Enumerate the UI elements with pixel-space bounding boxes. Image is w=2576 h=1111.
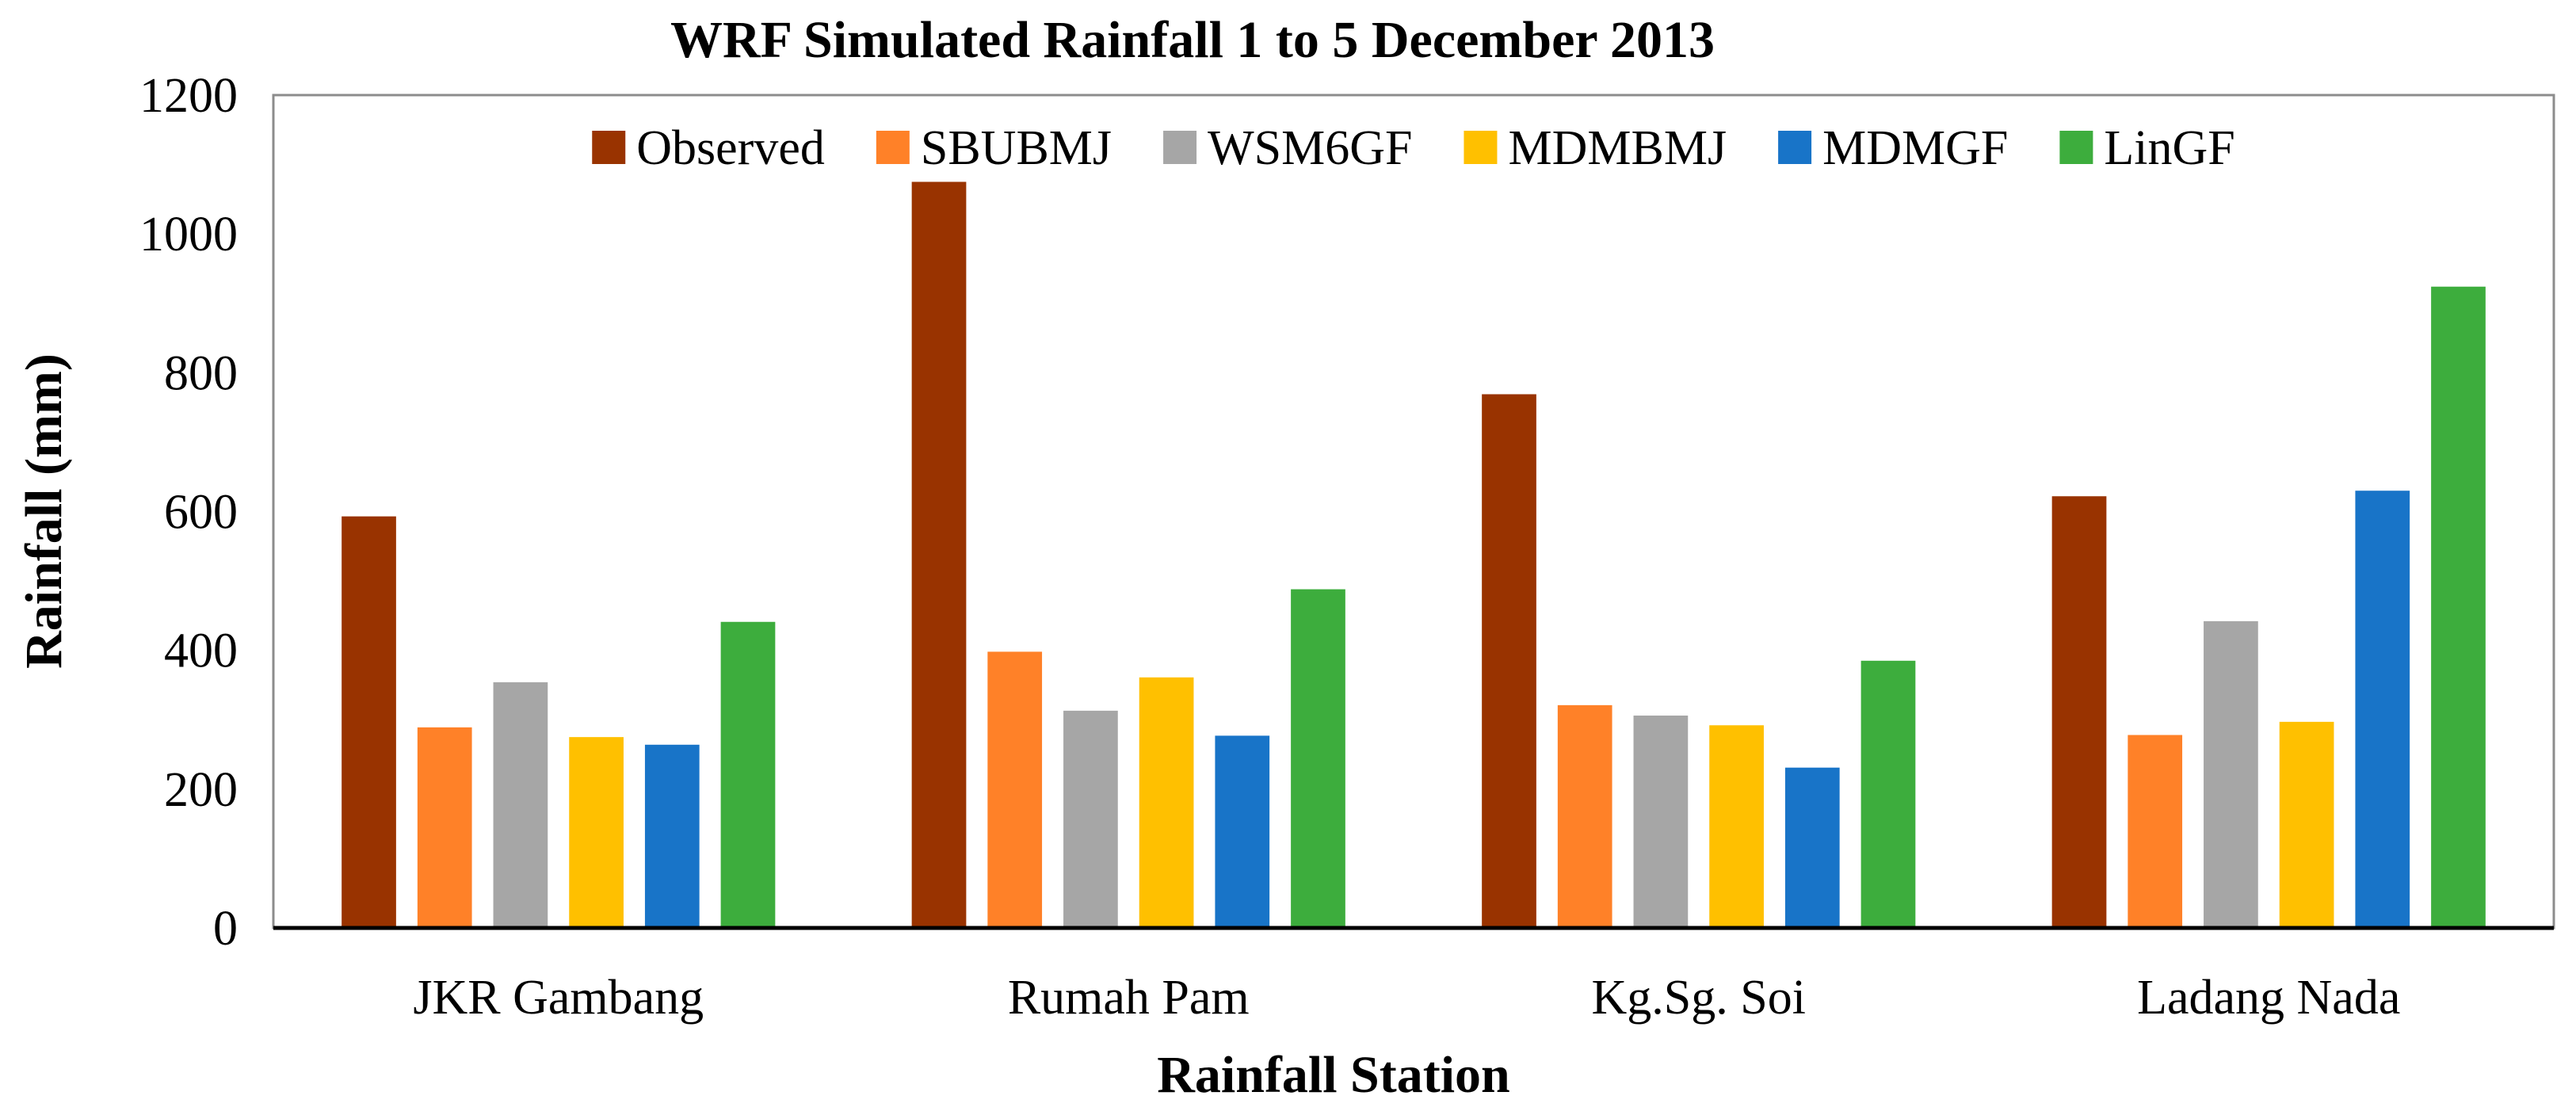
legend-label-wsm6gf: WSM6GF bbox=[1208, 121, 1412, 175]
bar-ladang-nada-mdmgf bbox=[2355, 491, 2410, 928]
x-category-ladang-nada: Ladang Nada bbox=[2137, 971, 2400, 1025]
bar-rumah-pam-mdmgf bbox=[1215, 735, 1270, 928]
bar-ladang-nada-wsm6gf bbox=[2204, 620, 2258, 928]
bar-kg-sg-soi-lingf bbox=[1860, 660, 1916, 928]
bar-rumah-pam-sbubmj bbox=[987, 651, 1043, 928]
legend-label-observed: Observed bbox=[636, 121, 825, 175]
bar-jkr-gambang-sbubmj bbox=[417, 727, 472, 928]
y-tick-label-400: 400 bbox=[164, 624, 238, 678]
y-tick-label-1000: 1000 bbox=[139, 208, 238, 262]
bar-jkr-gambang-mdmgf bbox=[644, 744, 700, 928]
y-tick-label-1200: 1200 bbox=[139, 69, 238, 123]
bar-kg-sg-soi-sbubmj bbox=[1557, 704, 1612, 928]
x-axis-title: Rainfall Station bbox=[1157, 1046, 1510, 1104]
chart-title: WRF Simulated Rainfall 1 to 5 December 2… bbox=[670, 11, 1715, 69]
bar-ladang-nada-sbubmj bbox=[2128, 735, 2183, 928]
legend-label-sbubmj: SBUBMJ bbox=[921, 121, 1112, 175]
legend-label-lingf: LinGF bbox=[2104, 121, 2234, 175]
bar-kg-sg-soi-observed bbox=[1482, 394, 1536, 929]
bar-rumah-pam-observed bbox=[911, 181, 967, 928]
y-axis-title: Rainfall (mm) bbox=[15, 353, 73, 669]
y-tick-label-800: 800 bbox=[164, 346, 238, 400]
y-tick-label-200: 200 bbox=[164, 763, 238, 817]
y-tick-label-0: 0 bbox=[213, 902, 238, 956]
legend: Observed SBUBMJ WSM6GF MDMBMJ MDMGF LinGF bbox=[592, 121, 2235, 175]
bar-ladang-nada-lingf bbox=[2431, 286, 2486, 929]
bar-ladang-nada-mdmbmj bbox=[2279, 721, 2334, 928]
x-category-labels: JKR Gambang Rumah Pam Kg.Sg. Soi Ladang Nad… bbox=[413, 971, 2400, 1025]
legend-swatch-observed bbox=[592, 131, 626, 164]
x-category-rumah-pam: Rumah Pam bbox=[1008, 971, 1250, 1025]
legend-swatch-mdmgf bbox=[1778, 131, 1812, 164]
bar-ladang-nada-observed bbox=[2051, 496, 2107, 928]
legend-swatch-lingf bbox=[2059, 131, 2093, 164]
bar-rumah-pam-wsm6gf bbox=[1063, 710, 1118, 928]
legend-label-mdmbmj: MDMBMJ bbox=[1508, 121, 1727, 175]
bar-rumah-pam-mdmbmj bbox=[1139, 677, 1194, 928]
y-tick-labels: 0 200 400 600 800 1000 1200 bbox=[139, 69, 238, 956]
x-category-kg-sg-soi: Kg.Sg. Soi bbox=[1592, 971, 1806, 1025]
bars-group bbox=[342, 181, 2486, 929]
bar-jkr-gambang-observed bbox=[342, 516, 396, 928]
bar-kg-sg-soi-mdmgf bbox=[1784, 767, 1840, 928]
legend-swatch-wsm6gf bbox=[1163, 131, 1197, 164]
bar-kg-sg-soi-wsm6gf bbox=[1633, 715, 1689, 928]
bar-rumah-pam-lingf bbox=[1291, 589, 1345, 928]
bar-kg-sg-soi-mdmbmj bbox=[1709, 725, 1764, 928]
x-category-jkr-gambang: JKR Gambang bbox=[413, 971, 704, 1025]
legend-label-mdmgf: MDMGF bbox=[1822, 121, 2008, 175]
legend-swatch-sbubmj bbox=[876, 131, 910, 164]
bar-jkr-gambang-mdmbmj bbox=[569, 737, 624, 928]
y-tick-label-600: 600 bbox=[164, 486, 238, 540]
legend-swatch-mdmbmj bbox=[1464, 131, 1498, 164]
bar-jkr-gambang-lingf bbox=[720, 621, 776, 928]
bar-jkr-gambang-wsm6gf bbox=[493, 681, 548, 928]
